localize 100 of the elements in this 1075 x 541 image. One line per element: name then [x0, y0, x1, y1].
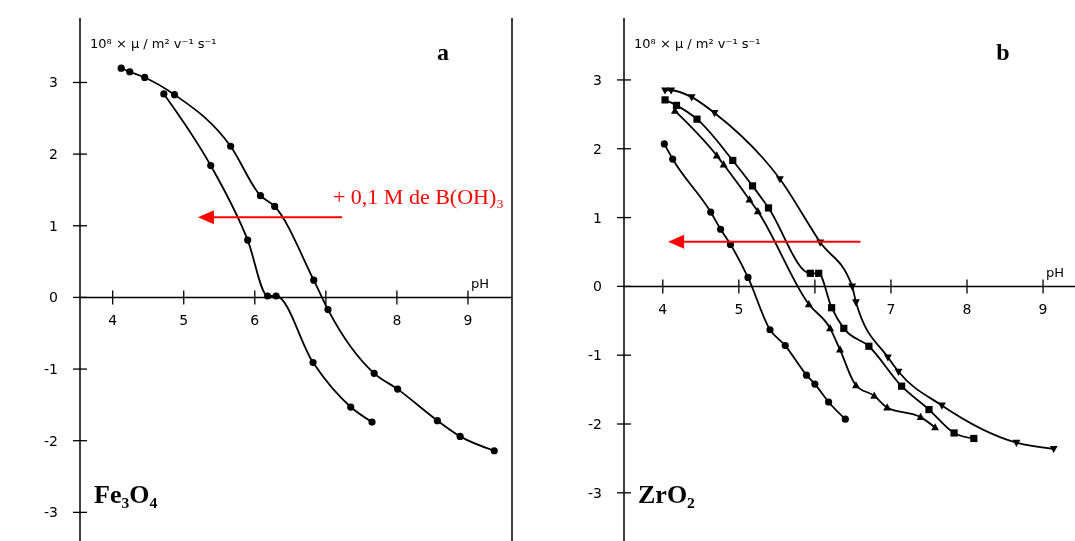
- point: [490, 447, 498, 455]
- point: [170, 91, 179, 99]
- point: [806, 269, 814, 277]
- x-tick-label: 9: [463, 312, 473, 329]
- x-tick-label: 9: [1038, 301, 1048, 318]
- point: [745, 195, 754, 203]
- y-tick-label: 3: [49, 74, 58, 91]
- point: [324, 305, 332, 314]
- y-tick-label: -1: [588, 347, 602, 364]
- point: [716, 225, 725, 233]
- point: [160, 90, 168, 98]
- y-tick-label: 2: [49, 146, 58, 163]
- point: [826, 324, 835, 332]
- point: [970, 434, 978, 443]
- point: [836, 345, 844, 353]
- x-tick-label: 8: [392, 312, 402, 329]
- y-tick-label: -2: [44, 432, 58, 449]
- point: [865, 342, 873, 350]
- point: [141, 73, 149, 82]
- y-tick-label: -3: [588, 484, 602, 501]
- y-tick-label: 0: [593, 278, 602, 295]
- point: [661, 87, 670, 95]
- point: [744, 273, 752, 282]
- annotation: a: [436, 39, 449, 65]
- point: [753, 207, 762, 215]
- point: [672, 101, 681, 109]
- point: [207, 161, 215, 170]
- point: [712, 151, 721, 159]
- y-axis-title: 10⁸ × μ / m² v⁻¹ s⁻¹: [634, 36, 761, 51]
- x-tick-label: 8: [962, 301, 972, 318]
- x-tick-label: 4: [108, 312, 118, 329]
- point: [456, 432, 464, 440]
- y-tick-label: 3: [593, 71, 602, 88]
- point: [766, 326, 774, 334]
- y-tick-label: -1: [44, 361, 58, 378]
- annotation: ZrO₂: [638, 480, 696, 509]
- y-tick-label: -3: [44, 504, 58, 521]
- point: [841, 415, 849, 423]
- y-tick-label: 1: [49, 217, 58, 234]
- point: [1012, 439, 1021, 447]
- point: [748, 182, 757, 190]
- point: [693, 115, 701, 123]
- point: [309, 359, 317, 367]
- y-tick-label: 1: [593, 209, 602, 226]
- point: [775, 176, 784, 184]
- point: [433, 417, 441, 425]
- point: [781, 341, 789, 350]
- point: [667, 87, 676, 95]
- annotation: Fe₃O₄: [94, 480, 158, 509]
- point: [244, 236, 252, 244]
- x-tick-label: 6: [250, 312, 260, 329]
- point: [898, 382, 906, 390]
- point: [370, 369, 378, 377]
- y-tick-label: -2: [588, 416, 602, 433]
- point: [925, 405, 933, 414]
- point: [660, 140, 668, 148]
- point: [883, 354, 892, 362]
- point: [804, 299, 813, 308]
- point: [256, 192, 265, 200]
- point: [368, 418, 376, 426]
- point: [347, 403, 355, 411]
- annotation: + 0,1 M de B(OH)₃: [332, 184, 504, 210]
- point: [916, 412, 925, 421]
- x-axis-title: pH: [470, 276, 489, 292]
- point: [687, 94, 696, 102]
- point: [271, 202, 279, 211]
- point: [126, 68, 134, 76]
- annotation: b: [996, 39, 1010, 65]
- x-tick-label: 5: [179, 312, 189, 329]
- point: [661, 96, 669, 104]
- point: [840, 324, 848, 332]
- point: [669, 155, 677, 163]
- point: [710, 110, 719, 118]
- point: [272, 292, 280, 300]
- point: [310, 276, 318, 284]
- y-tick-label: 2: [593, 140, 602, 157]
- x-tick-label: 5: [734, 301, 744, 318]
- point: [894, 368, 903, 377]
- point: [802, 371, 811, 379]
- x-axis-title: pH: [1046, 265, 1065, 281]
- point: [815, 269, 823, 277]
- point: [811, 380, 819, 388]
- point: [824, 398, 833, 406]
- point: [852, 299, 860, 307]
- point: [117, 64, 125, 72]
- x-tick-label: 4: [658, 301, 668, 318]
- point: [950, 429, 958, 437]
- point: [883, 403, 892, 411]
- x-tick-label: 7: [886, 301, 896, 318]
- point: [729, 156, 737, 165]
- point: [707, 208, 715, 216]
- y-axis-title: 10⁸ × μ / m² v⁻¹ s⁻¹: [90, 36, 217, 51]
- y-tick-label: 0: [49, 289, 58, 306]
- point: [263, 292, 272, 300]
- point: [394, 385, 402, 393]
- point: [1049, 445, 1058, 454]
- point: [828, 304, 836, 312]
- point: [870, 391, 879, 399]
- point: [764, 204, 773, 212]
- point: [227, 142, 235, 150]
